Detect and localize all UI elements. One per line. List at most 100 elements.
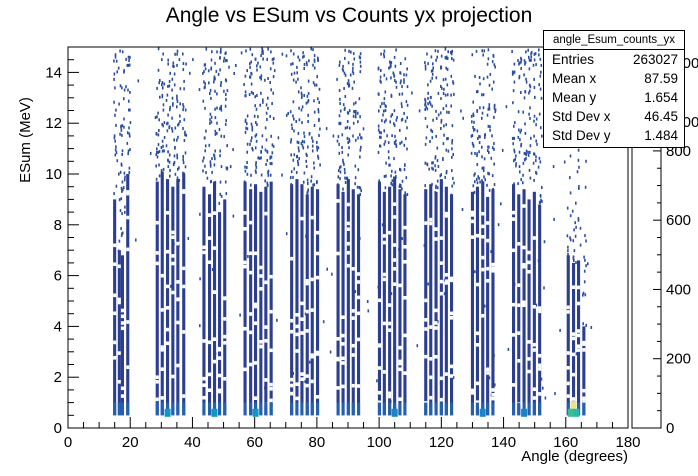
heatmap-cell: [303, 63, 306, 66]
column-gap: [382, 272, 386, 277]
heatmap-cell: [224, 180, 227, 184]
heatmap-cell: [517, 135, 520, 139]
heatmap-cell: [336, 77, 338, 81]
heatmap-cell: [269, 67, 272, 71]
column-gap: [475, 400, 479, 404]
heatmap-cell: [254, 146, 257, 150]
heatmap-cell: [486, 62, 489, 66]
heatmap-cell: [307, 98, 310, 102]
heatmap-cell: [349, 73, 352, 77]
heatmap-cell: [172, 61, 175, 65]
column-gap: [450, 276, 454, 281]
heatmap-cell: [523, 96, 526, 100]
heatmap-cell: [343, 108, 346, 111]
heatmap-cell: [443, 124, 445, 128]
heatmap-cell: [185, 62, 187, 66]
heatmap-cell: [115, 184, 118, 188]
heatmap-cell: [249, 47, 252, 51]
heatmap-cell: [121, 212, 123, 216]
heatmap-cell: [539, 160, 542, 164]
heatmap-cell: [204, 149, 206, 153]
heatmap-cell: [533, 134, 535, 138]
heatmap-cell: [269, 114, 271, 118]
heatmap-cell: [267, 77, 269, 80]
heatmap-cell: [184, 151, 187, 155]
heatmap-cell: [384, 140, 387, 144]
heatmap-cell: [250, 139, 252, 143]
heatmap-cell: [302, 146, 305, 150]
column-base: [120, 402, 124, 416]
heatmap-cell: [171, 96, 174, 100]
column-base: [439, 402, 443, 416]
heatmap-cell: [298, 157, 300, 161]
stats-value: 87.59: [644, 71, 678, 86]
heatmap-cell: [173, 163, 175, 167]
heatmap-cell: [204, 136, 206, 140]
heatmap-cell: [418, 109, 421, 113]
heatmap-cell: [121, 86, 123, 90]
heatmap-cell: [482, 169, 485, 172]
column-base: [357, 402, 361, 416]
column-gap: [522, 300, 526, 305]
heatmap-cell: [226, 89, 229, 93]
heatmap-cell: [366, 300, 369, 303]
column-gap: [538, 353, 542, 358]
column-gap: [393, 258, 397, 262]
heatmap-cell: [251, 128, 254, 132]
stats-label: Std Dev x: [552, 109, 611, 124]
column-bar: [444, 186, 448, 416]
heatmap-cell: [123, 88, 126, 92]
hot-spot: [521, 408, 528, 417]
column-gap: [429, 375, 433, 380]
column-gap: [450, 311, 454, 316]
heatmap-cell: [290, 138, 293, 142]
column-gap: [577, 285, 581, 290]
heatmap-cell: [307, 79, 310, 83]
heatmap-cell: [492, 80, 495, 84]
column-gap: [218, 356, 222, 360]
heatmap-cell: [524, 61, 527, 65]
heatmap-cell: [301, 93, 303, 97]
heatmap-cell: [511, 72, 514, 76]
heatmap-cell: [579, 243, 582, 247]
heatmap-cell: [385, 118, 387, 122]
heatmap-cell: [394, 79, 396, 82]
heatmap-cell: [539, 87, 542, 91]
heatmap-cell: [293, 167, 295, 171]
heatmap-cell: [343, 71, 346, 75]
heatmap-cell: [202, 159, 204, 163]
heatmap-cell: [383, 101, 385, 105]
heatmap-cell: [394, 170, 397, 174]
heatmap-cell: [451, 184, 453, 188]
column-gap: [582, 396, 586, 401]
heatmap-cell: [348, 146, 350, 150]
heatmap-cell: [487, 107, 490, 111]
heatmap-cell: [520, 91, 522, 94]
column-gap: [264, 211, 268, 216]
heatmap-cell: [395, 48, 397, 52]
heatmap-cell: [348, 137, 350, 141]
heatmap-cell: [257, 61, 259, 65]
column-gap: [300, 301, 304, 306]
heatmap-cell: [293, 129, 295, 133]
heatmap-cell: [219, 68, 221, 72]
heatmap-cell: [219, 192, 222, 196]
heatmap-cell: [232, 148, 234, 152]
column-gap: [300, 317, 304, 321]
column-gap: [269, 309, 273, 314]
column-base: [259, 402, 263, 416]
column-base: [300, 402, 304, 416]
heatmap-cell: [359, 64, 362, 68]
column-gap: [470, 391, 474, 395]
heatmap-cell: [440, 84, 442, 88]
column-gap: [566, 351, 570, 355]
heatmap-cell: [404, 191, 406, 195]
heatmap-cell: [379, 105, 382, 109]
heatmap-cell: [301, 140, 304, 143]
column-bar: [259, 191, 263, 416]
heatmap-cell: [260, 156, 262, 160]
heatmap-cell: [184, 130, 186, 134]
heatmap-cell: [359, 148, 362, 152]
heatmap-cell: [493, 142, 495, 146]
heatmap-cell: [476, 90, 478, 94]
